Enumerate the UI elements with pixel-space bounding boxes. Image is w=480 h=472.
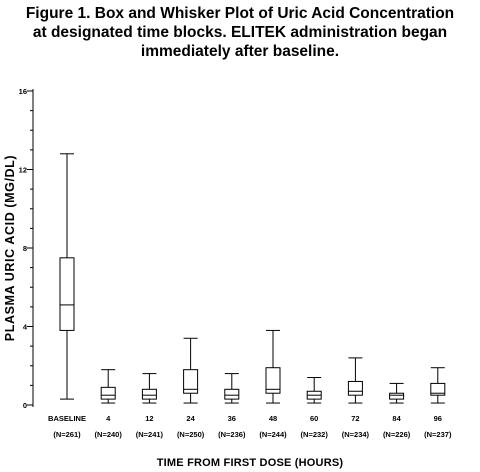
chart-title: Figure 1. Box and Whisker Plot of Uric A…	[0, 4, 480, 61]
chart-title-line-1: Figure 1. Box and Whisker Plot of Uric A…	[25, 5, 455, 22]
y-tick-label: 0	[23, 401, 27, 410]
box-plot-item	[224, 373, 240, 404]
x-tick-sample-size: (N=240)	[95, 430, 123, 439]
y-tick-label: 8	[23, 244, 27, 253]
box-iqr	[347, 380, 363, 396]
x-tick-label: 84	[392, 414, 401, 423]
box-plot-item	[347, 357, 363, 404]
x-tick-label: 12	[145, 414, 153, 423]
box-plot-item	[183, 337, 199, 404]
x-tick-sample-size: (N=234)	[342, 430, 370, 439]
box-plot-item	[389, 382, 405, 404]
x-tick-label: BASELINE	[48, 414, 86, 423]
y-tick-label: 4	[23, 323, 28, 332]
box-iqr	[265, 367, 281, 394]
box-iqr	[141, 388, 157, 400]
x-tick-label: 96	[434, 414, 442, 423]
x-tick-sample-size: (N=244)	[259, 430, 287, 439]
x-tick-sample-size: (N=241)	[136, 430, 164, 439]
box-iqr	[59, 257, 75, 331]
box-iqr	[389, 392, 405, 400]
x-tick-sample-size: (N=237)	[424, 430, 452, 439]
x-tick-sample-size: (N=236)	[218, 430, 246, 439]
x-tick-sample-size: (N=232)	[301, 430, 329, 439]
x-tick-label: 72	[351, 414, 359, 423]
x-tick-sample-size: (N=250)	[177, 430, 205, 439]
x-tick-label: 48	[269, 414, 277, 423]
x-tick-label: 36	[228, 414, 236, 423]
x-tick-sample-size: (N=261)	[53, 430, 81, 439]
box-iqr	[100, 386, 116, 400]
y-tick-label: 12	[19, 166, 27, 175]
x-axis-tick-labels: BASELINE (N=261) 4 (N=240) 12 (N=241) 24 (N=250…	[48, 414, 452, 439]
chart-title-line-3: immediately after baseline.	[140, 43, 340, 60]
box-plot-item	[265, 329, 281, 404]
box-plot-item	[100, 369, 116, 404]
x-tick-label: 24	[186, 414, 195, 423]
box-iqr	[430, 382, 446, 396]
box-plot-item	[59, 153, 75, 400]
x-tick-label: 60	[310, 414, 318, 423]
box-plot-item	[141, 373, 157, 404]
y-axis: 0 4 8 12 16	[19, 87, 34, 410]
box-plot-item	[430, 367, 446, 404]
box-iqr	[183, 369, 199, 394]
x-tick-sample-size: (N=226)	[383, 430, 411, 439]
x-axis-label: TIME FROM FIRST DOSE (HOURS)	[156, 457, 344, 469]
box-iqr	[224, 388, 240, 400]
box-plot-item	[306, 377, 322, 404]
box-series	[59, 153, 446, 404]
y-tick-label: 16	[19, 87, 27, 96]
x-tick-label: 4	[106, 414, 111, 423]
chart-title-line-2: at designated time blocks. ELITEK admini…	[32, 24, 448, 41]
